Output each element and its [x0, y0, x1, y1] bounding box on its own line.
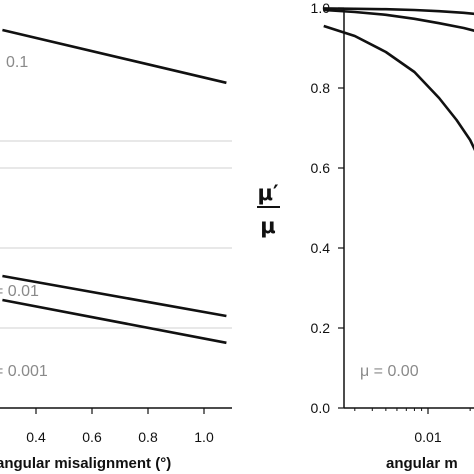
right-series-line-1 — [323, 8, 474, 32]
right-y-tick-label: 0.8 — [311, 80, 331, 96]
left-series-lines — [2, 28, 227, 345]
right-plot-panel: 0.0 0.2 0.4 0.6 0.8 1.0 0.01 μ = 0.00 μ′ μ an… — [257, 0, 474, 472]
right-x-ticks: 0.01 — [354, 408, 471, 445]
right-y-ticks: 0.0 0.2 0.4 0.6 0.8 1.0 — [311, 0, 344, 416]
left-series-line-0 — [2, 28, 227, 85]
right-series-line-2 — [323, 24, 474, 151]
right-y-tick-label: 0.0 — [311, 400, 331, 416]
left-plot-panel: 0.4 0.6 0.8 1.0 0.1 = 0.01 = 0.001 angular … — [0, 28, 232, 472]
left-series-line-2 — [2, 298, 227, 345]
y-label-numerator: μ′ — [258, 181, 279, 205]
right-y-tick-label: 0.6 — [311, 160, 331, 176]
y-label-denominator: μ — [260, 214, 275, 238]
annotation-mu-0.00: μ = 0.00 — [360, 363, 419, 380]
left-x-axis-label: angular misalignment (°) — [0, 455, 171, 472]
left-series-line-1 — [2, 274, 227, 318]
left-x-tick-label: 0.8 — [138, 429, 158, 445]
left-x-tick-label: 0.4 — [26, 429, 46, 445]
right-x-axis-label: angular m — [386, 455, 458, 472]
annotation-mu-0.001: = 0.001 — [0, 363, 48, 380]
left-gridlines — [0, 140, 232, 329]
left-x-ticks: 0.4 0.6 0.8 1.0 — [26, 408, 214, 445]
annotation-mu-0.01: = 0.01 — [0, 283, 39, 300]
right-y-tick-label: 0.2 — [311, 320, 331, 336]
left-x-tick-label: 0.6 — [82, 429, 102, 445]
right-y-tick-label: 1.0 — [311, 0, 331, 16]
left-x-tick-label: 1.0 — [194, 429, 214, 445]
right-series-line-0 — [323, 7, 474, 16]
annotation-mu-0.1: 0.1 — [6, 54, 28, 71]
right-x-tick-label: 0.01 — [414, 429, 441, 445]
right-y-tick-label: 0.4 — [311, 240, 331, 256]
right-series-lines — [323, 7, 474, 151]
